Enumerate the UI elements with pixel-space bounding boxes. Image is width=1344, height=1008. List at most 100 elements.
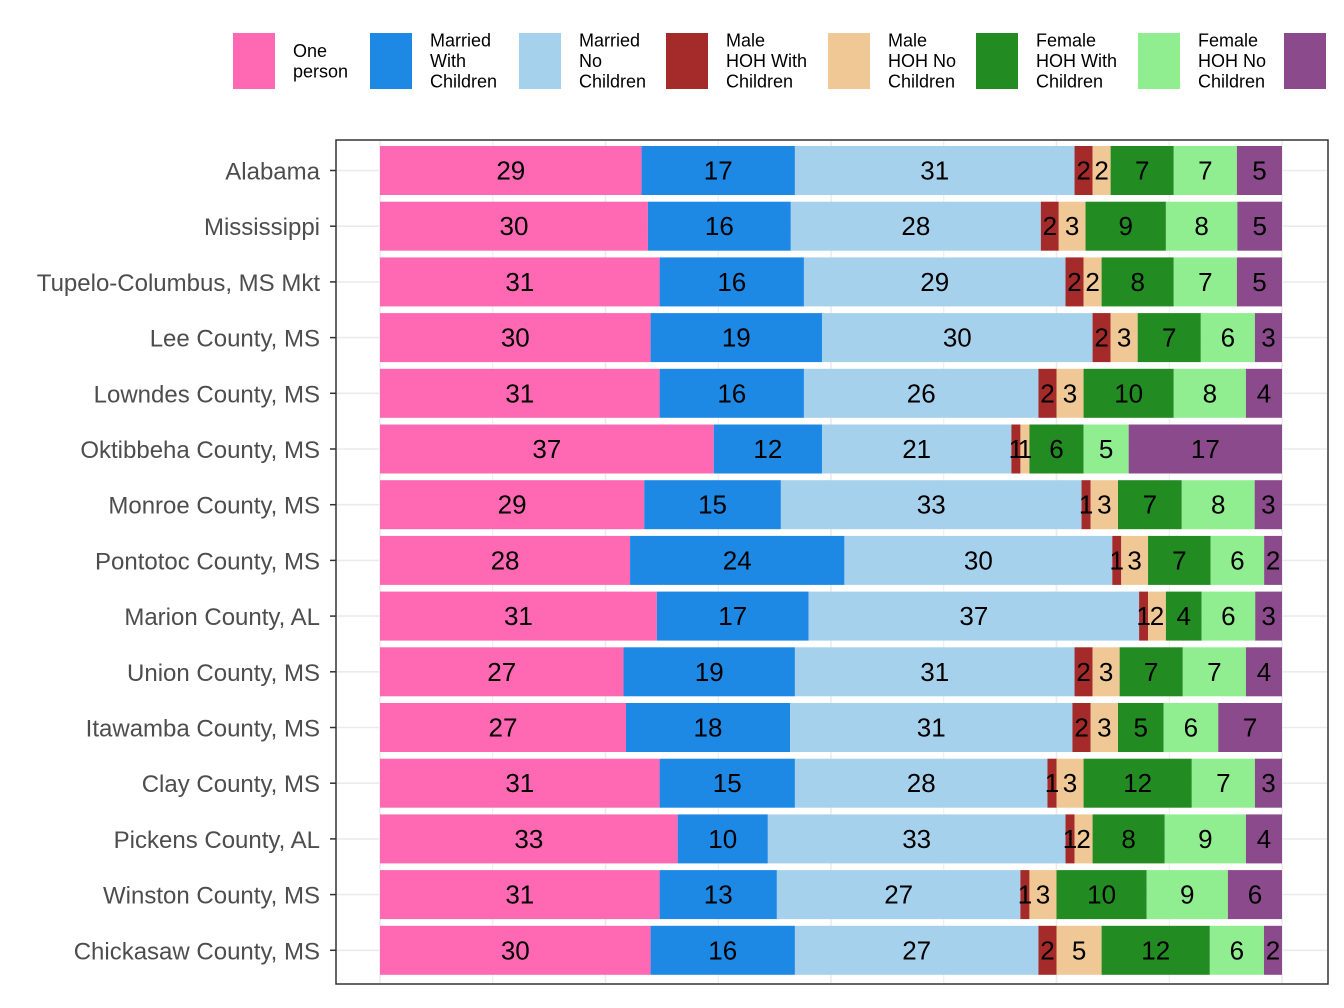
category-label: Pickens County, AL bbox=[114, 827, 320, 854]
bar-segment-female-hoh-with-children bbox=[1119, 647, 1183, 697]
bar-segment-male-hoh-with-children bbox=[1072, 703, 1091, 752]
data-label: 19 bbox=[695, 657, 724, 687]
bar-segment-female-hoh-with-children bbox=[1148, 535, 1211, 585]
data-label: 33 bbox=[514, 824, 543, 854]
bar-segment-one-person bbox=[380, 424, 714, 474]
bar-segment-married-no-children bbox=[803, 257, 1066, 307]
bar-segment-married-no-children bbox=[780, 480, 1082, 530]
bar-segment-female-hoh-no-children bbox=[1201, 591, 1256, 641]
bar-segment-married-with-children bbox=[647, 201, 791, 251]
data-label: 5 bbox=[1072, 935, 1086, 965]
bar-segment-married-with-children bbox=[713, 424, 822, 474]
bar-segment-married-no-children bbox=[803, 368, 1039, 418]
bar-segment-other bbox=[1254, 480, 1282, 530]
data-label: 1 bbox=[1136, 601, 1150, 631]
bar-segment-one-person bbox=[380, 591, 657, 641]
bar-segment-female-hoh-with-children bbox=[1101, 257, 1174, 307]
data-label: 2 bbox=[1043, 211, 1057, 241]
bar-segment-other bbox=[1254, 758, 1282, 808]
data-label: 7 bbox=[1207, 657, 1221, 687]
data-label: 31 bbox=[505, 768, 534, 798]
data-label: 1 bbox=[1110, 545, 1124, 575]
bar-segment-male-hoh-with-children bbox=[1139, 591, 1149, 641]
data-label: 31 bbox=[505, 880, 534, 910]
data-label: 6 bbox=[1230, 935, 1244, 965]
data-label: 1 bbox=[1009, 434, 1023, 464]
category-label: Monroe County, MS bbox=[108, 493, 320, 520]
bar-segment-married-with-children bbox=[659, 257, 804, 307]
bar-segment-married-no-children bbox=[790, 201, 1041, 251]
legend-key-male-hoh-with-children bbox=[666, 33, 708, 89]
bar-segment-one-person bbox=[380, 201, 648, 251]
legend-label: One person bbox=[293, 41, 348, 82]
data-label: 10 bbox=[1114, 378, 1143, 408]
data-label: 10 bbox=[708, 824, 737, 854]
bar-segment-other bbox=[1236, 146, 1282, 195]
data-label: 6 bbox=[1248, 880, 1262, 910]
data-label: 17 bbox=[1191, 434, 1220, 464]
legend-label: Female HOH With Children bbox=[1036, 31, 1117, 92]
bar-segment-female-hoh-with-children bbox=[1137, 313, 1201, 363]
legend-label: Female HOH No Children bbox=[1198, 31, 1266, 92]
data-label: 21 bbox=[902, 434, 931, 464]
category-labels: Alabama Mississippi Tupelo-Columbus, MS Mk… bbox=[37, 159, 321, 966]
bar-segment-one-person bbox=[380, 368, 660, 418]
bar-segment-male-hoh-no-children bbox=[1092, 647, 1120, 697]
data-label: 4 bbox=[1257, 824, 1271, 854]
data-label: 2 bbox=[1094, 323, 1108, 353]
data-label: 27 bbox=[902, 935, 931, 965]
bar-segment-married-no-children bbox=[794, 758, 1048, 808]
bar-segment-other bbox=[1227, 870, 1282, 920]
bar-segment-female-hoh-no-children bbox=[1191, 758, 1255, 808]
data-label: 2 bbox=[1040, 935, 1054, 965]
data-label: 16 bbox=[705, 211, 734, 241]
bar-segment-male-hoh-with-children bbox=[1074, 647, 1093, 697]
bar-segment-female-hoh-with-children bbox=[1165, 591, 1202, 641]
bar-segment-married-with-children bbox=[677, 814, 768, 864]
bar-segment-married-with-children bbox=[650, 925, 795, 975]
data-label: 27 bbox=[489, 713, 518, 743]
data-label: 29 bbox=[498, 490, 527, 520]
data-label: 31 bbox=[504, 601, 533, 631]
data-label: 30 bbox=[501, 935, 530, 965]
data-label: 16 bbox=[717, 378, 746, 408]
data-label: 26 bbox=[907, 378, 936, 408]
data-label: 5 bbox=[1099, 434, 1113, 464]
bar-segment-male-hoh-with-children bbox=[1040, 201, 1059, 251]
data-label: 33 bbox=[917, 490, 946, 520]
bar-segment-male-hoh-no-children bbox=[1074, 814, 1093, 864]
data-label: 1 bbox=[1018, 880, 1032, 910]
bar-segment-married-no-children bbox=[794, 146, 1075, 195]
data-label: 2 bbox=[1067, 267, 1081, 297]
bar-segment-married-with-children bbox=[630, 535, 845, 585]
data-label: 13 bbox=[704, 880, 733, 910]
bar-segment-male-hoh-no-children bbox=[1056, 368, 1084, 418]
legend-key-married-no-children bbox=[519, 33, 561, 89]
bar-segment-other bbox=[1254, 313, 1282, 363]
segment-labels: 29 17 31 2 2 7 7 530 16 28 2 3 9 8 531 16 29 2 2 8 7 530 19 30 2… bbox=[487, 156, 1280, 966]
data-label: 8 bbox=[1203, 378, 1217, 408]
bar-segment-female-hoh-with-children bbox=[1083, 758, 1192, 808]
data-label: 2 bbox=[1266, 545, 1280, 575]
data-label: 31 bbox=[920, 156, 949, 186]
data-label: 3 bbox=[1099, 657, 1113, 687]
data-label: 10 bbox=[1087, 880, 1116, 910]
bar-segment-female-hoh-no-children bbox=[1209, 925, 1264, 975]
bar-segment-male-hoh-with-children bbox=[1092, 313, 1111, 363]
data-label: 7 bbox=[1135, 156, 1149, 186]
bar-segment-male-hoh-no-children bbox=[1058, 201, 1086, 251]
bar-segment-married-with-children bbox=[656, 591, 809, 641]
bar-segment-female-hoh-no-children bbox=[1200, 313, 1255, 363]
data-label: 19 bbox=[722, 323, 751, 353]
data-label: 7 bbox=[1172, 545, 1186, 575]
bar-segment-one-person bbox=[380, 814, 678, 864]
data-label: 3 bbox=[1097, 490, 1111, 520]
data-label: 17 bbox=[704, 156, 733, 186]
data-label: 18 bbox=[694, 713, 723, 743]
bar-segment-male-hoh-with-children bbox=[1047, 758, 1057, 808]
bar-segment-female-hoh-no-children bbox=[1165, 201, 1238, 251]
bar-segment-married-no-children bbox=[821, 424, 1012, 474]
bar-segment-male-hoh-with-children bbox=[1112, 535, 1122, 585]
bars bbox=[380, 146, 1282, 975]
